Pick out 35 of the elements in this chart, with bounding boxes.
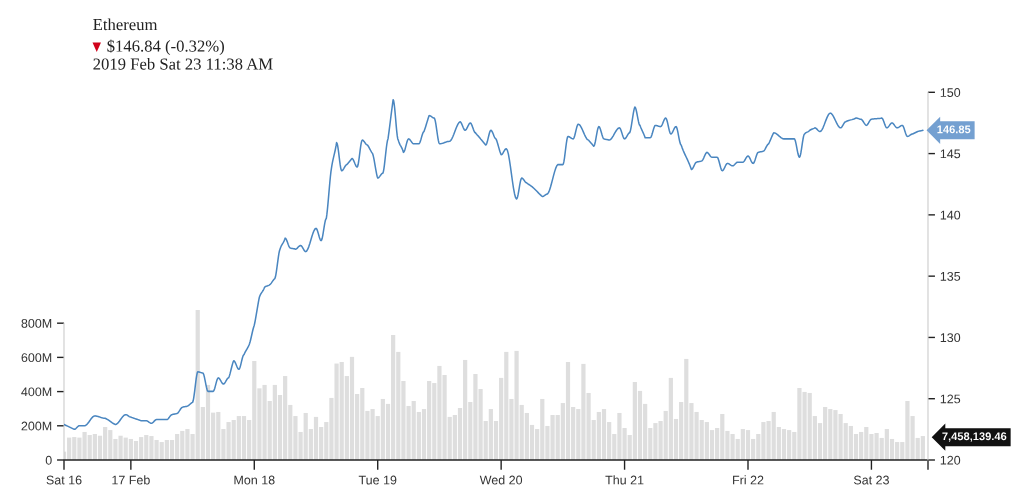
y2-tick-label: 130 bbox=[940, 333, 961, 343]
bar bbox=[781, 429, 787, 460]
y2-tick-label: 125 bbox=[940, 394, 961, 404]
y2-tick-label: 140 bbox=[940, 210, 961, 220]
x-tick-label: 17 Feb bbox=[112, 475, 150, 485]
bar bbox=[565, 362, 571, 460]
bar bbox=[205, 384, 211, 460]
text: 2019 Feb Sat 23 11:38 AM bbox=[93, 57, 273, 70]
bar bbox=[241, 416, 247, 460]
x-tick-label: Tue 19 bbox=[358, 475, 397, 485]
x-tick-label: Thu 21 bbox=[605, 475, 644, 485]
bar bbox=[133, 441, 139, 460]
x-tick-label: Sat 16 bbox=[46, 475, 82, 485]
y2-tick-label: 150 bbox=[940, 88, 961, 97]
y-tick-label: 200M bbox=[21, 421, 52, 431]
y2-tick-label: 135 bbox=[940, 271, 961, 281]
chart-title: Ethereum bbox=[93, 18, 158, 31]
bar bbox=[920, 436, 925, 460]
text: 146.85 bbox=[937, 125, 971, 134]
bar bbox=[313, 416, 319, 460]
x-tick-label: Fri 22 bbox=[733, 475, 764, 485]
x-tick-label: Sat 23 bbox=[853, 475, 889, 485]
text: 7,458,139.46 bbox=[942, 432, 1007, 442]
y-tick-label: 600M bbox=[21, 353, 52, 363]
bar bbox=[745, 430, 751, 460]
x-tick-label: Wed 20 bbox=[479, 475, 523, 485]
bar bbox=[601, 409, 607, 460]
x-tick-label: Mon 18 bbox=[234, 475, 275, 485]
chart-subtitle: $146.84 (-0.32%) bbox=[107, 39, 224, 56]
y2-tick-label: 120 bbox=[940, 455, 961, 465]
bar bbox=[349, 356, 355, 460]
y2-tick-label: 145 bbox=[940, 149, 961, 159]
y-tick-label: 800M bbox=[21, 318, 52, 328]
y-tick-label: 0 bbox=[45, 455, 52, 465]
y-tick-label: 400M bbox=[21, 387, 52, 397]
